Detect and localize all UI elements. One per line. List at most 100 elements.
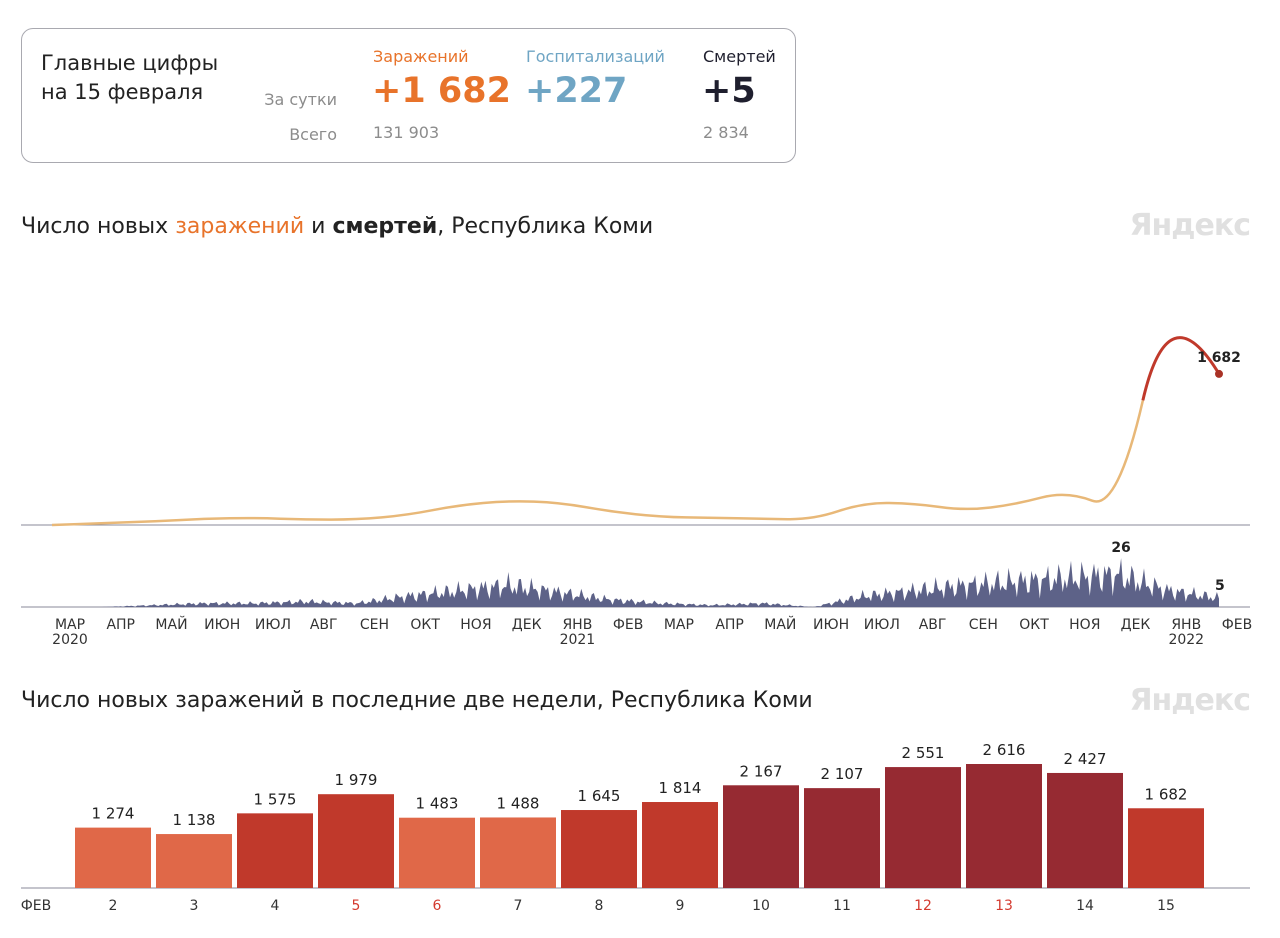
x-tick-label: АПР: [106, 617, 135, 633]
x-tick-label: МАЙ: [155, 615, 187, 633]
summary-title: Главные цифры на 15 февраля: [41, 49, 218, 107]
row-day-label: За сутки: [264, 90, 337, 109]
x-day-label: 12: [914, 898, 932, 914]
bar-value-label: 2 427: [1064, 750, 1107, 768]
x-day-label: 3: [190, 898, 199, 914]
deaths-total-value: 2 834: [703, 123, 749, 142]
x-tick-label: АВГ: [310, 617, 338, 633]
year-label: 2021: [560, 632, 596, 648]
cases-day-value: +1 682: [372, 71, 511, 111]
x-tick-label: ФЕВ: [1222, 617, 1253, 633]
bar-value-label: 2 616: [983, 741, 1026, 759]
x-day-label: 13: [995, 898, 1013, 914]
bar-value-label: 1 979: [335, 771, 378, 789]
hosp-label: Госпитализаций: [526, 47, 665, 66]
x-day-label: 14: [1076, 898, 1094, 914]
x-tick-label: НОЯ: [1069, 617, 1100, 633]
bar-value-label: 1 814: [659, 779, 702, 797]
bar: [642, 802, 718, 888]
x-day-label: 10: [752, 898, 770, 914]
cases-line-recent: [1141, 336, 1221, 401]
x-tick-label: МАЙ: [764, 615, 796, 633]
chart2-title: Число новых заражений в последние две не…: [21, 688, 813, 713]
x-tick-label: АВГ: [919, 617, 947, 633]
cases-label: Заражений: [373, 47, 469, 66]
summary-title-line2: на 15 февраля: [41, 80, 204, 104]
bar: [966, 764, 1042, 888]
cases-line: [51, 400, 1145, 527]
x-tick-label: ИЮН: [204, 617, 240, 633]
x-day-label: 15: [1157, 898, 1175, 914]
chart1-title-pre: Число новых: [21, 214, 176, 239]
chart1-title-post: , Республика Коми: [437, 214, 654, 239]
two-weeks-bar-chart: ФЕВ 1 274 2 1 138 3 1 575 4 1 979 5 1 483 6 1 488 7 1…: [21, 741, 1250, 914]
yandex-logo-2: Яндекс: [1129, 683, 1251, 718]
summary-card: Главные цифры на 15 февраля За сутки Все…: [21, 28, 796, 163]
bar: [399, 817, 475, 888]
bar-value-label: 2 551: [902, 744, 945, 762]
bar-value-label: 1 682: [1145, 785, 1188, 803]
x-tick-label: ЯНВ: [1171, 617, 1201, 633]
x-tick-label: ФЕВ: [613, 617, 644, 633]
bar-value-label: 2 167: [740, 762, 783, 780]
chart1-title-mid: и: [304, 214, 333, 239]
bar-value-label: 2 107: [821, 765, 864, 783]
x-tick-label: ИЮЛ: [255, 617, 291, 633]
month-label: ФЕВ: [21, 898, 52, 914]
bar: [75, 827, 151, 888]
x-tick-label: СЕН: [969, 617, 998, 633]
bar: [723, 785, 799, 888]
x-tick-label: ИЮЛ: [864, 617, 900, 633]
x-tick-label: ИЮН: [813, 617, 849, 633]
bar-value-label: 1 138: [173, 811, 216, 829]
x-day-label: 11: [833, 898, 851, 914]
x-tick-label: НОЯ: [460, 617, 491, 633]
chart1-title-cases: заражений: [175, 214, 305, 239]
bar: [237, 813, 313, 888]
deaths-label: Смертей: [703, 47, 776, 66]
x-day-label: 2: [109, 898, 118, 914]
x-day-label: 7: [514, 898, 523, 914]
chart1-title-deaths: смертей: [332, 214, 438, 239]
cases-last-point: [1215, 369, 1223, 378]
x-day-label: 8: [595, 898, 604, 914]
cases-deaths-chart: 26 5 1 682 МАР АПР МАЙ ИЮН ИЮЛ АВГ СЕН ОКТ НОЯ ДЕК…: [21, 336, 1253, 648]
chart1-title: Число новых заражений и смертей, Республ…: [21, 214, 653, 239]
x-day-label: 4: [271, 898, 280, 914]
bar: [885, 767, 961, 888]
row-total-label: Всего: [289, 125, 337, 144]
deaths-max-label: 26: [1111, 540, 1130, 556]
x-tick-label: ОКТ: [1019, 617, 1049, 633]
cases-last-label: 1 682: [1197, 350, 1241, 366]
yandex-logo: Яндекс: [1129, 208, 1251, 243]
bar-value-label: 1 483: [416, 795, 459, 813]
x-tick-label: МАР: [664, 617, 694, 633]
bar-value-label: 1 575: [254, 790, 297, 808]
bar: [1047, 772, 1123, 888]
x-day-label: 9: [676, 898, 685, 914]
deaths-area: [52, 558, 1219, 607]
bar: [1128, 808, 1204, 888]
bar-value-label: 1 645: [578, 787, 621, 805]
x-tick-label: ОКТ: [410, 617, 440, 633]
x-tick-label: ЯНВ: [562, 617, 592, 633]
year-label: 2020: [52, 632, 88, 648]
x-day-label: 5: [352, 898, 361, 914]
bar: [480, 817, 556, 888]
hosp-day-value: +227: [525, 71, 628, 111]
bar-value-label: 1 488: [497, 794, 540, 812]
deaths-day-value: +5: [702, 71, 756, 111]
year-label: 2022: [1168, 632, 1204, 648]
x-tick-label: ДЕК: [512, 617, 542, 633]
bar-value-label: 1 274: [92, 805, 135, 823]
summary-title-line1: Главные цифры: [41, 51, 219, 75]
deaths-last-label: 5: [1215, 578, 1225, 594]
bar: [318, 794, 394, 888]
x-tick-label: ДЕК: [1121, 617, 1151, 633]
x-tick-label: МАР: [55, 617, 85, 633]
bar: [561, 810, 637, 888]
bar: [804, 788, 880, 888]
cases-total-value: 131 903: [373, 123, 440, 142]
x-tick-label: АПР: [715, 617, 744, 633]
x-tick-label: СЕН: [360, 617, 389, 633]
